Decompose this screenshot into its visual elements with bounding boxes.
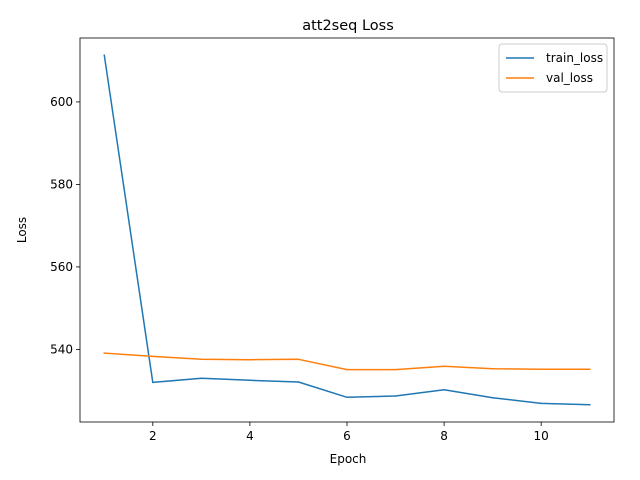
data-point-val-loss — [103, 352, 106, 354]
y-tick-label: 600 — [50, 95, 73, 109]
data-point-val-loss — [297, 358, 300, 361]
legend-items: train_loss val_loss — [506, 51, 603, 85]
legend: train_loss val_loss — [498, 43, 608, 93]
ticks-layer: 2 4 6 8 10 540 560 580 600 — [50, 95, 549, 443]
series-layer — [103, 54, 591, 406]
legend-box — [498, 43, 608, 93]
data-point-val-loss — [540, 368, 542, 370]
legend-label-val-loss: val_loss — [546, 71, 593, 85]
data-point-train-loss — [297, 381, 300, 383]
data-point-train-loss — [588, 403, 591, 406]
legend-label-train-loss: train_loss — [546, 51, 603, 65]
data-point-train-loss — [200, 377, 203, 380]
data-point-val-loss — [249, 358, 251, 361]
y-tick-label: 540 — [50, 342, 73, 356]
y-tick-label: 560 — [50, 260, 73, 274]
x-tick-label: 8 — [440, 429, 448, 443]
data-point-train-loss — [394, 395, 397, 397]
data-point-val-loss — [491, 368, 494, 370]
x-tick-label: 4 — [246, 429, 254, 443]
chart-title: att2seq Loss — [302, 18, 394, 34]
data-point-train-loss — [346, 396, 348, 399]
data-point-train-loss — [103, 54, 106, 57]
data-point-val-loss — [200, 358, 203, 361]
x-tick-label: 6 — [343, 429, 351, 443]
data-point-train-loss — [152, 381, 154, 384]
x-axis-label: Epoch — [330, 452, 367, 466]
data-point-val-loss — [443, 365, 445, 368]
y-tick-label: 580 — [50, 177, 73, 191]
data-point-train-loss — [249, 379, 251, 382]
data-point-train-loss — [540, 402, 542, 405]
x-tick-label: 2 — [149, 429, 157, 443]
data-point-val-loss — [588, 368, 591, 370]
y-axis-label: Loss — [15, 217, 29, 243]
data-point-val-loss — [152, 355, 154, 358]
data-point-val-loss — [394, 368, 397, 371]
data-point-train-loss — [491, 396, 494, 399]
data-point-train-loss — [443, 389, 445, 391]
plot-frame — [79, 37, 615, 423]
x-tick-label: 10 — [534, 429, 549, 443]
data-point-val-loss — [346, 368, 348, 371]
